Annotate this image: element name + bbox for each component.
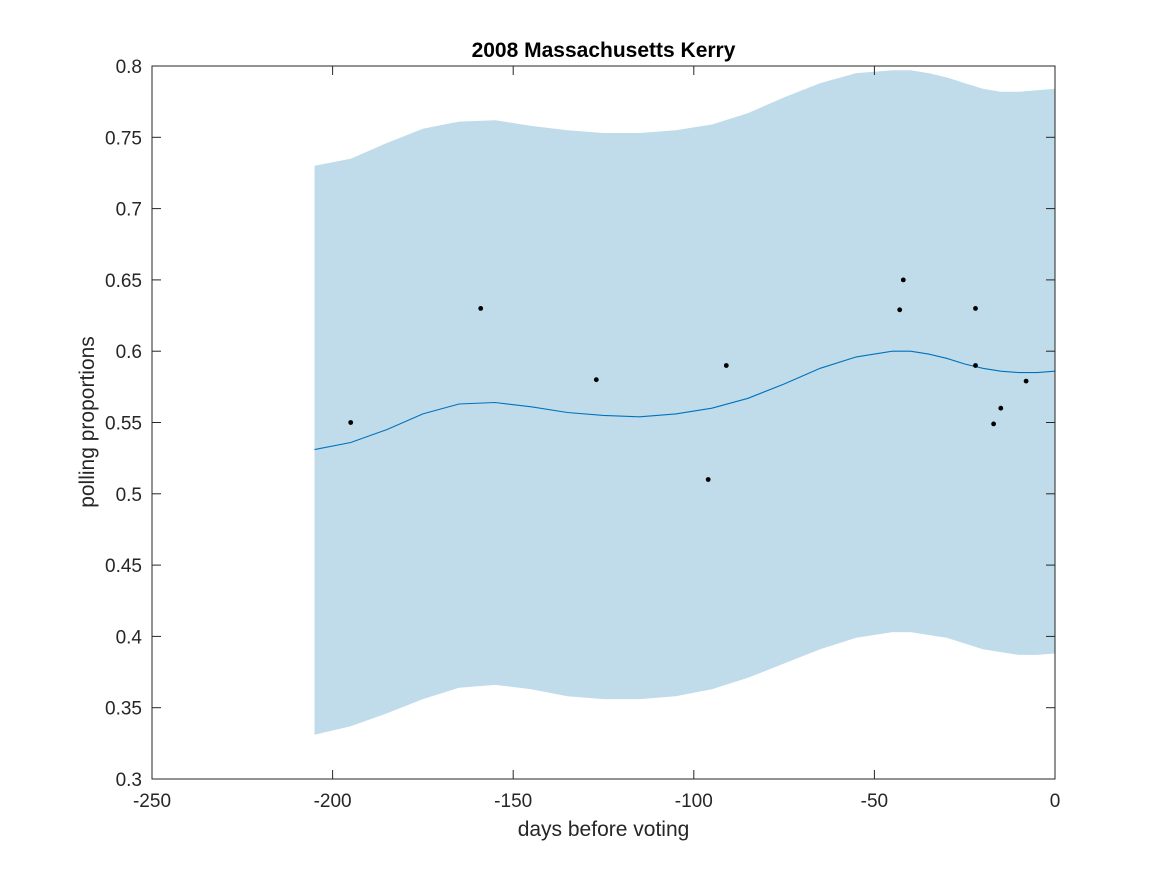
poll-point (705, 477, 711, 482)
y-tick-label: 0.5 (116, 485, 142, 506)
y-tick-label: 0.35 (105, 699, 142, 720)
y-tick-label: 0.65 (105, 271, 142, 292)
poll-point (478, 306, 484, 311)
y-axis-label: polling proportions (76, 336, 99, 508)
y-tick-label: 0.75 (105, 128, 142, 149)
poll-point (1023, 378, 1029, 384)
x-tick-label: -150 (494, 791, 532, 812)
chart-title: 2008 Massachusetts Kerry (472, 39, 736, 62)
x-tick-label: -100 (675, 791, 713, 812)
y-tick-label: 0.4 (116, 627, 143, 648)
y-axis-ticks: 0.3 0.35 0.4 0.45 0.5 0.55 0.6 0.65 0.7 0.75 0.8 (105, 57, 1055, 791)
poll-point (897, 307, 903, 313)
plot-area (314, 70, 1056, 735)
poll-point (593, 377, 599, 383)
poll-point (348, 420, 354, 425)
x-axis-ticks: -250 -200 -150 -100 -50 0 (133, 66, 1060, 812)
y-tick-label: 0.6 (116, 342, 142, 363)
poll-point (723, 363, 729, 368)
poll-point (991, 421, 996, 427)
confidence-band (314, 70, 1055, 735)
x-tick-label: -50 (861, 791, 888, 812)
x-tick-label: -200 (314, 791, 352, 812)
x-tick-label: -250 (133, 791, 171, 812)
poll-point (900, 277, 906, 283)
y-tick-label: 0.3 (116, 770, 142, 791)
trend-line (314, 350, 1056, 451)
y-tick-label: 0.7 (116, 200, 142, 221)
poll-point (973, 306, 978, 311)
y-tick-label: 0.55 (105, 414, 142, 435)
x-axis-label: days before voting (518, 818, 690, 841)
y-tick-label: 0.8 (116, 57, 142, 78)
x-tick-label: 0 (1050, 791, 1061, 812)
poll-point (973, 363, 978, 368)
y-tick-label: 0.45 (105, 556, 142, 577)
poll-point (998, 405, 1004, 411)
